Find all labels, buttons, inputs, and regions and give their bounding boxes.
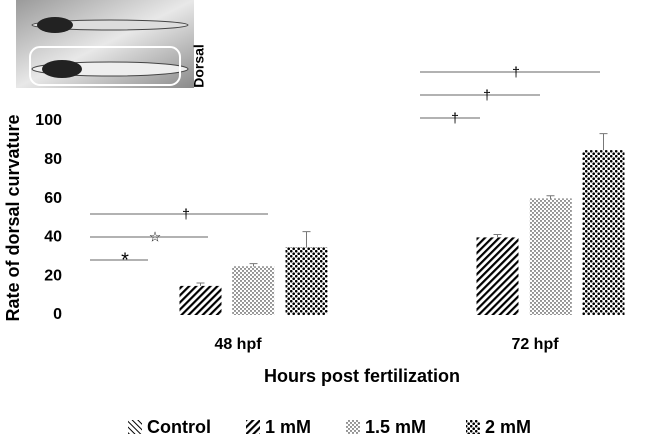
error-bar [599,133,608,151]
bar [232,266,275,315]
bar [529,198,572,315]
y-axis-label: Rate of dorsal curvature [3,114,23,321]
legend-swatch [466,420,480,434]
legend-label: 2 mM [485,417,531,436]
x-tick-label: 48 hpf [214,336,262,353]
bar [179,285,222,315]
significance-mark: † [483,87,491,103]
legend-label: 1.5 mM [365,417,426,436]
inset-image [16,0,194,88]
y-tick-label: 60 [44,190,62,207]
y-tick-label: 0 [53,306,62,323]
error-bar [493,233,502,238]
legend-label: Control [147,417,211,436]
bar [476,237,519,315]
y-tick-label: 20 [44,267,62,284]
legend-label: 1 mM [265,417,311,436]
inset-label: Dorsal [191,44,207,88]
bar [582,150,625,315]
error-bar [546,195,555,199]
bar [285,247,328,315]
y-tick-label: 80 [44,151,62,168]
y-tick-label: 40 [44,229,62,246]
significance-mark: † [451,110,459,126]
legend-swatch [346,420,360,434]
significance-mark: † [182,206,190,222]
error-bar [249,263,258,267]
significance-mark: * [121,249,129,271]
significance-mark: † [512,64,520,80]
legend-swatch [128,420,142,434]
error-bar [302,231,311,248]
x-axis-label: Hours post fertilization [264,366,460,386]
x-tick-label: 72 hpf [511,336,559,353]
y-tick-label: 100 [35,112,62,129]
significance-mark: ☆ [149,229,162,245]
legend-swatch [246,420,260,434]
error-bar [196,282,205,286]
